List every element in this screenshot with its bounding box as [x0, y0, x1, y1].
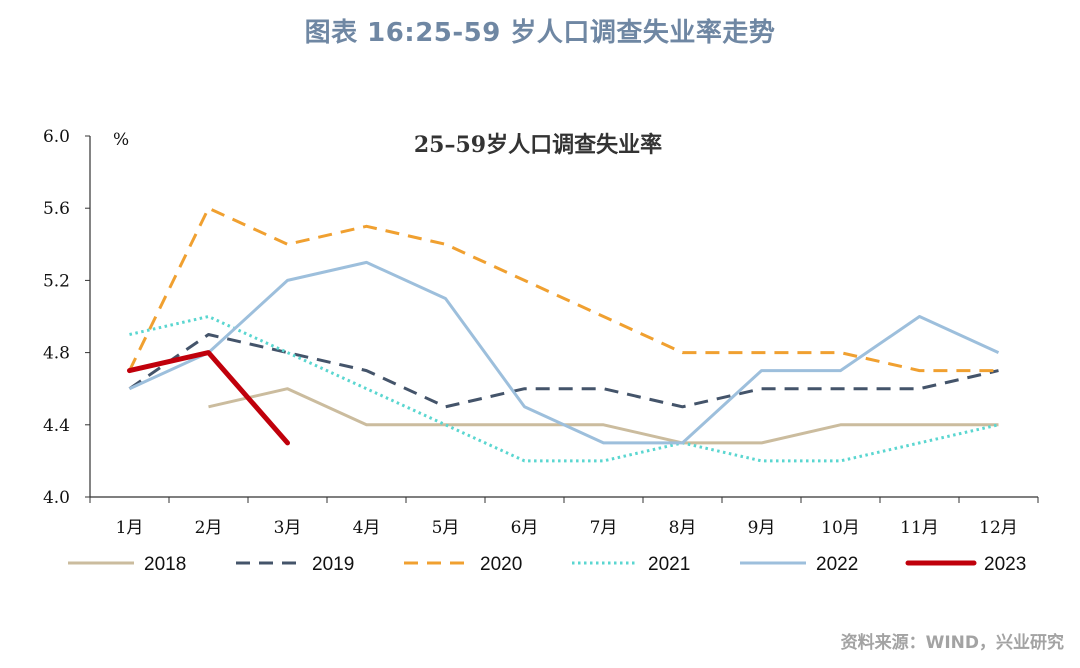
legend-label-2021: 2021: [648, 554, 690, 575]
series-line-2021: [129, 315, 999, 463]
y-tick-label: 6.0: [43, 127, 70, 147]
legend-label-2023: 2023: [984, 554, 1026, 575]
series-line-2022: [128, 260, 1000, 445]
x-tick-label: 7月: [590, 518, 618, 538]
series-line-2020: [128, 206, 999, 373]
figure-title: 图表 16:25-59 岁人口调查失业率走势: [304, 18, 776, 48]
series-line-2023: [127, 350, 290, 446]
legend-label-2022: 2022: [816, 554, 858, 575]
y-tick-label: 4.8: [43, 344, 70, 364]
series-line-2019: [128, 333, 999, 409]
chart-inner-title: 25–59岁人口调查失业率: [414, 132, 662, 158]
x-tick-label: 2月: [195, 518, 223, 538]
x-tick-label: 8月: [669, 518, 697, 538]
x-tick-label: 5月: [432, 518, 460, 538]
legend-label-2020: 2020: [480, 554, 522, 575]
x-tick-label: 10月: [821, 518, 860, 538]
source-note: 资料来源：WIND，兴业研究: [840, 633, 1064, 653]
y-tick-label: 4.4: [43, 416, 70, 436]
series-lines: [127, 206, 1000, 463]
x-tick-label: 1月: [116, 518, 144, 538]
x-tick-label: 4月: [353, 518, 381, 538]
x-tick-label: 9月: [748, 518, 776, 538]
x-tick-label: 11月: [900, 518, 939, 538]
legend-label-2018: 2018: [144, 554, 186, 575]
x-tick-label: 6月: [511, 518, 539, 538]
series-line-2018: [208, 387, 999, 445]
x-tick-label: 12月: [979, 518, 1018, 538]
y-tick-label: 5.2: [43, 271, 70, 291]
legend-label-2019: 2019: [312, 554, 354, 575]
x-axis-ticks: 1月 2月 3月 4月 5月 6月 7月 8月 9月 10月 11月 12月: [89, 497, 1039, 538]
y-axis-ticks: 4.0 4.4 4.8 5.2 5.6 6.0: [43, 127, 90, 508]
y-tick-label: 5.6: [43, 199, 70, 219]
x-tick-label: 3月: [274, 518, 302, 538]
legend: 2018 2019 2020 2021 2022 2023: [68, 554, 1026, 575]
y-unit-label: %: [113, 130, 129, 150]
y-tick-label: 4.0: [43, 488, 70, 508]
